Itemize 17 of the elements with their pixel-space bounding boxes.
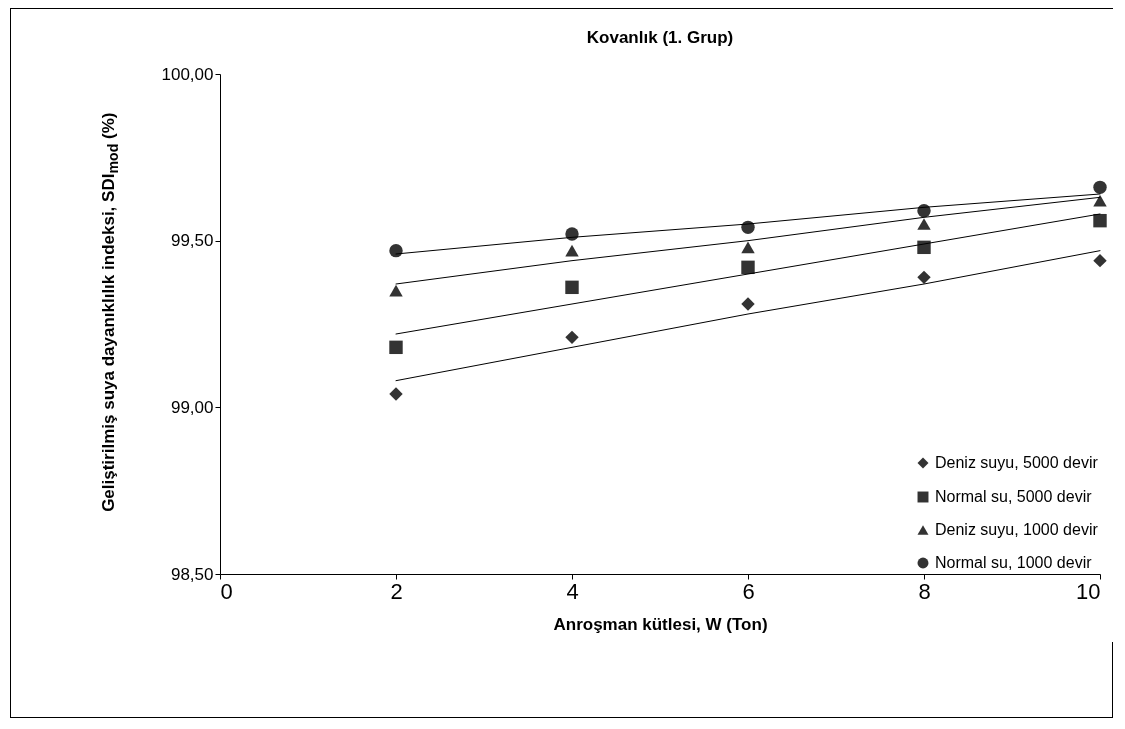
legend-label: Normal su, 1000 devir xyxy=(935,554,1093,571)
y-tick-label: 99,50 xyxy=(170,231,214,251)
x-tick-label: 2 xyxy=(390,578,403,604)
x-tick-label: 0 xyxy=(220,578,233,604)
x-tick-label: 8 xyxy=(918,578,931,604)
y-tick-label: 99,00 xyxy=(170,397,214,417)
legend-label: Normal su, 5000 devir xyxy=(935,488,1093,505)
x-tick-label: 10 xyxy=(1076,578,1101,604)
x-tick-label: 6 xyxy=(742,578,755,604)
line-series xyxy=(395,250,1101,382)
y-tick-label: 100,00 xyxy=(161,64,214,84)
y-tick-label: 98,50 xyxy=(170,564,214,584)
x-axis-title: Anroşman kütlesi, W (Ton) xyxy=(553,614,768,634)
legend-label: Deniz suyu, 5000 devir xyxy=(935,454,1099,471)
legend-label: Deniz suyu, 1000 devir xyxy=(935,521,1099,538)
x-tick-label: 4 xyxy=(566,578,579,604)
chart-title: Kovanlık (1. Grup) xyxy=(586,28,734,47)
